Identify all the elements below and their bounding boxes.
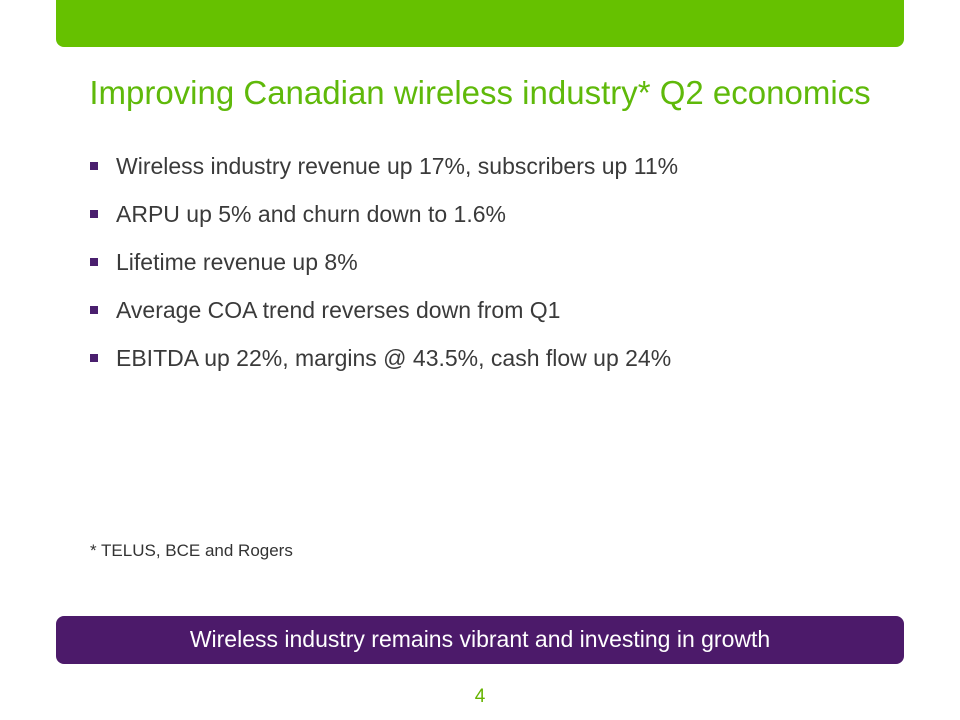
bullet-item: ARPU up 5% and churn down to 1.6% [90, 194, 678, 242]
bullet-item: Wireless industry revenue up 17%, subscr… [90, 146, 678, 194]
bullet-text: Wireless industry revenue up 17%, subscr… [116, 153, 679, 179]
bullet-item: Lifetime revenue up 8% [90, 242, 678, 290]
bullet-list: Wireless industry revenue up 17%, subscr… [90, 146, 678, 386]
square-bullet-icon [90, 354, 98, 362]
top-accent-bar [56, 0, 904, 47]
square-bullet-icon [90, 210, 98, 218]
square-bullet-icon [90, 258, 98, 266]
square-bullet-icon [90, 162, 98, 170]
footnote: * TELUS, BCE and Rogers [90, 541, 293, 560]
page-number: 4 [474, 686, 486, 707]
square-bullet-icon [90, 306, 98, 314]
bullet-text: Average COA trend reverses down from Q1 [116, 297, 561, 323]
bullet-item: EBITDA up 22%, margins @ 43.5%, cash flo… [90, 338, 678, 386]
banner-text: Wireless industry remains vibrant and in… [189, 626, 771, 652]
slide-title: Improving Canadian wireless industry* Q2… [89, 74, 871, 111]
bullet-text: Lifetime revenue up 8% [116, 249, 358, 275]
summary-banner: Wireless industry remains vibrant and in… [56, 616, 904, 664]
bullet-text: ARPU up 5% and churn down to 1.6% [116, 201, 506, 227]
bullet-item: Average COA trend reverses down from Q1 [90, 290, 678, 338]
bullet-text: EBITDA up 22%, margins @ 43.5%, cash flo… [116, 345, 672, 371]
